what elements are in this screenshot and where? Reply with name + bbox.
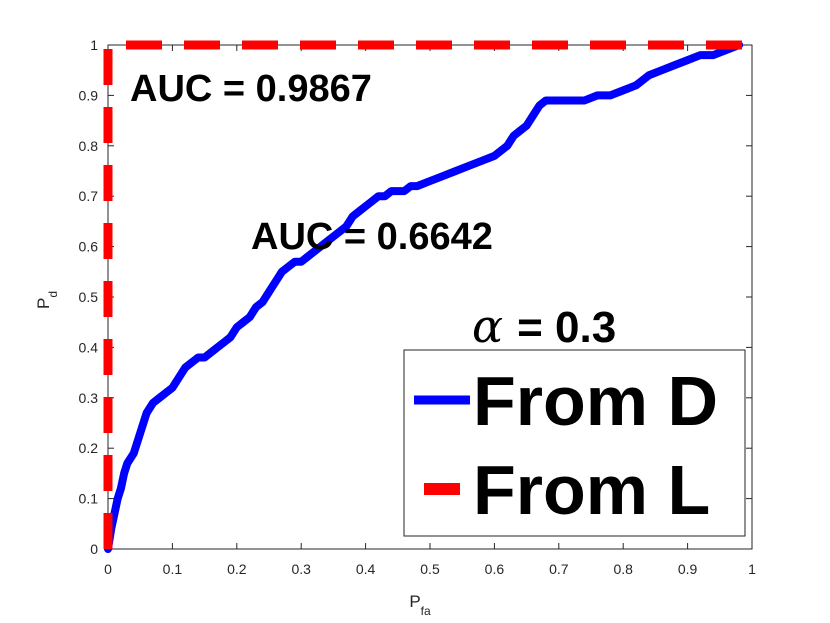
series-line-from-d: [104, 41, 744, 553]
alpha-symbol: α: [472, 299, 503, 353]
y-tick-label: 0: [90, 541, 98, 557]
y-axis-title-main: P: [34, 298, 53, 309]
legend-box: [403, 349, 746, 537]
y-tick-label: 0.8: [79, 138, 99, 154]
x-axis-title: Pfa: [409, 592, 431, 618]
y-tick-label: 0.5: [79, 289, 99, 305]
x-tick-label: 0.2: [227, 561, 247, 577]
x-tick-label: 0.5: [420, 561, 440, 577]
legend-label-from-d: From D: [473, 362, 718, 440]
y-tick-label: 0.1: [79, 491, 99, 507]
y-axis-title-sub: d: [46, 291, 60, 298]
series-layer: [103, 40, 752, 553]
x-tick-label: 0.8: [613, 561, 633, 577]
x-tick-label: 0: [104, 561, 112, 577]
legend: From D From L: [403, 349, 746, 537]
y-axis-title: Pd: [34, 291, 60, 309]
y-tick-label: 0.7: [79, 188, 99, 204]
alpha-value: = 0.3: [517, 303, 616, 352]
y-tick-label: 0.2: [79, 440, 99, 456]
y-tick-label: 0.4: [79, 339, 99, 355]
y-tick-label: 0.9: [79, 87, 99, 103]
x-axis-title-sub: fa: [421, 604, 431, 618]
legend-label-from-l: From L: [473, 451, 710, 529]
y-tick-label: 0.6: [79, 239, 99, 255]
y-tick-label: 1: [90, 37, 98, 53]
alpha-annotation: α = 0.3: [472, 299, 616, 353]
x-tick-label: 0.7: [549, 561, 569, 577]
y-axis: 0 0.1 0.2 0.3 0.4 0.5 0.6 0.7 0.8 0.9 1: [79, 37, 752, 557]
x-tick-label: 0.1: [163, 561, 183, 577]
auc-label-d: AUC = 0.6642: [251, 216, 493, 258]
x-tick-label: 1: [748, 561, 756, 577]
y-tick-label: 0.3: [79, 390, 99, 406]
x-tick-label: 0.6: [485, 561, 505, 577]
x-tick-label: 0.3: [291, 561, 311, 577]
series-line-from-l: [103, 40, 752, 549]
x-axis-title-main: P: [409, 592, 420, 611]
auc-label-l: AUC = 0.9867: [130, 68, 372, 110]
x-tick-label: 0.4: [356, 561, 376, 577]
x-tick-label: 0.9: [678, 561, 698, 577]
